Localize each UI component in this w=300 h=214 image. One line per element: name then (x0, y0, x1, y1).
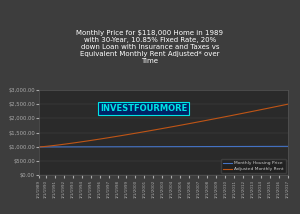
Line: Monthly Housing Price: Monthly Housing Price (39, 146, 288, 147)
Monthly Housing Price (217, 145, 220, 148)
Adjusted Monthly Rent (37, 146, 41, 148)
Legend: Monthly Housing Price, Adjusted Monthly Rent: Monthly Housing Price, Adjusted Monthly … (221, 159, 286, 173)
Monthly Housing Price (286, 145, 290, 148)
Adjusted Monthly Rent (217, 117, 220, 119)
Monthly Housing Price (206, 145, 209, 148)
Monthly Housing Price (37, 146, 41, 148)
Adjusted Monthly Rent (176, 124, 180, 127)
Text: INVESTFOURMORE: INVESTFOURMORE (100, 104, 187, 113)
Adjusted Monthly Rent (206, 119, 209, 122)
Monthly Housing Price (176, 145, 180, 148)
Line: Adjusted Monthly Rent: Adjusted Monthly Rent (39, 104, 288, 147)
Monthly Housing Price (125, 146, 128, 148)
Adjusted Monthly Rent (286, 103, 290, 106)
Monthly Housing Price (277, 145, 281, 148)
Adjusted Monthly Rent (125, 134, 128, 136)
Adjusted Monthly Rent (230, 114, 234, 117)
Text: Monthly Price for $118,000 Home in 1989
with 30-Year, 10.85% Fixed Rate, 20%
dow: Monthly Price for $118,000 Home in 1989 … (76, 30, 224, 64)
Adjusted Monthly Rent (277, 105, 281, 107)
Monthly Housing Price (230, 145, 234, 148)
